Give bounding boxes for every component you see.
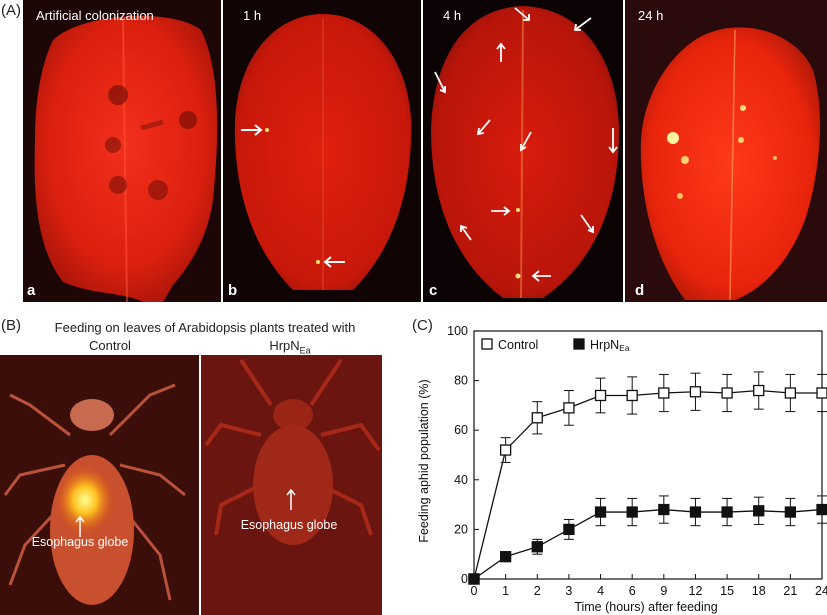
data-point: [468, 573, 480, 585]
subpanel-b-letter: b: [228, 282, 238, 299]
legend-label-subscript: Ea: [619, 343, 630, 353]
feeding-chart: Feeding aphid population (%) Time (hours…: [417, 324, 827, 614]
x-tick-label: 12: [689, 584, 703, 598]
series-line-1: [473, 508, 823, 580]
legend-marker-0: [481, 338, 493, 350]
data-point: [784, 506, 797, 518]
data-point: [626, 389, 638, 402]
x-tick-label: 15: [720, 584, 734, 598]
leaf-b-drawing: [223, 0, 421, 302]
x-tick-label: 0: [471, 584, 478, 598]
data-point: [594, 506, 607, 518]
data-point: [689, 386, 702, 398]
chart-y-axis-label: Feeding aphid population (%): [417, 379, 431, 542]
panel-b-header: Feeding on leaves of Arabidopsis plants …: [54, 320, 356, 335]
esophagus-label-treated: Esophagus globe: [240, 518, 338, 532]
subpanel-d-title: 24 h: [638, 8, 664, 23]
data-point: [721, 506, 733, 518]
legend-label-1: HrpNEa: [590, 338, 630, 353]
data-point: [721, 387, 733, 399]
leaf-image-d: 24 h d: [625, 0, 827, 302]
y-tick-label: 20: [454, 522, 468, 536]
x-tick-label: 24: [815, 584, 827, 598]
data-point: [816, 503, 827, 516]
data-point: [626, 506, 638, 518]
plot-frame: [473, 330, 823, 580]
data-point: [689, 506, 702, 518]
control-label: Control: [89, 338, 131, 353]
x-tick-label: 18: [752, 584, 766, 598]
subpanel-a-letter: a: [27, 282, 36, 299]
data-point: [784, 387, 797, 399]
data-point: [499, 444, 512, 456]
data-point: [753, 505, 765, 517]
aphid-image-treated: Esophagus globe: [201, 355, 382, 615]
data-point: [531, 541, 543, 553]
subpanel-c-title: 4 h: [443, 8, 462, 23]
x-tick-label: 9: [660, 584, 667, 598]
y-tick-label: 100: [447, 324, 468, 338]
panel-b-label: (B): [1, 317, 21, 334]
data-point: [658, 387, 670, 399]
x-tick-label: 21: [783, 584, 797, 598]
treated-label: HrpNEa: [269, 338, 311, 356]
data-point: [563, 402, 575, 414]
x-tick-label: 1: [502, 584, 509, 598]
data-point: [658, 503, 670, 516]
x-tick-label: 2: [534, 584, 541, 598]
leaf-d-drawing: [625, 0, 827, 302]
leaf-image-b: 1 h b: [223, 0, 421, 302]
y-tick-label: 60: [454, 423, 468, 437]
chart-x-axis-label: Time (hours) after feeding: [574, 600, 717, 614]
leaf-a-drawing: [23, 0, 221, 302]
y-tick-label: 0: [461, 572, 468, 586]
panel-c-label: (C): [412, 317, 433, 334]
aphid-image-control: Esophagus globe: [0, 355, 199, 615]
y-tick-label: 80: [454, 374, 468, 388]
subpanel-b-title: 1 h: [243, 8, 262, 23]
subpanel-c-letter: c: [429, 282, 438, 299]
x-tick-label: 6: [629, 584, 636, 598]
data-point: [816, 387, 827, 399]
legend-marker-1: [573, 338, 585, 350]
y-tick-label: 40: [454, 473, 468, 487]
data-point: [499, 551, 512, 563]
leaf-image-a: Artificial colonization a: [23, 0, 221, 302]
data-point: [594, 389, 607, 402]
data-point: [531, 412, 543, 424]
panel-a-label: (A): [1, 2, 21, 19]
x-tick-label: 4: [597, 584, 604, 598]
leaf-image-c: 4 h c: [423, 0, 623, 302]
aphid-treated-drawing: [201, 355, 382, 615]
data-point: [753, 384, 765, 397]
leaf-c-drawing: [423, 0, 623, 302]
esophagus-label-control: Esophagus globe: [31, 535, 129, 549]
legend-label-0: Control: [498, 338, 538, 352]
x-tick-label: 3: [565, 584, 572, 598]
subpanel-d-letter: d: [635, 282, 645, 299]
subpanel-a-title: Artificial colonization: [36, 8, 154, 23]
aphid-control-drawing: [0, 355, 199, 615]
data-point: [563, 523, 575, 536]
